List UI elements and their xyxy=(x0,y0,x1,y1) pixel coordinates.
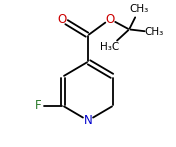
Text: O: O xyxy=(105,13,115,26)
Text: CH₃: CH₃ xyxy=(130,4,149,14)
Text: N: N xyxy=(84,114,92,127)
Text: CH₃: CH₃ xyxy=(144,27,164,37)
Text: O: O xyxy=(57,13,66,26)
Text: H₃C: H₃C xyxy=(100,42,120,52)
Text: F: F xyxy=(35,99,41,112)
